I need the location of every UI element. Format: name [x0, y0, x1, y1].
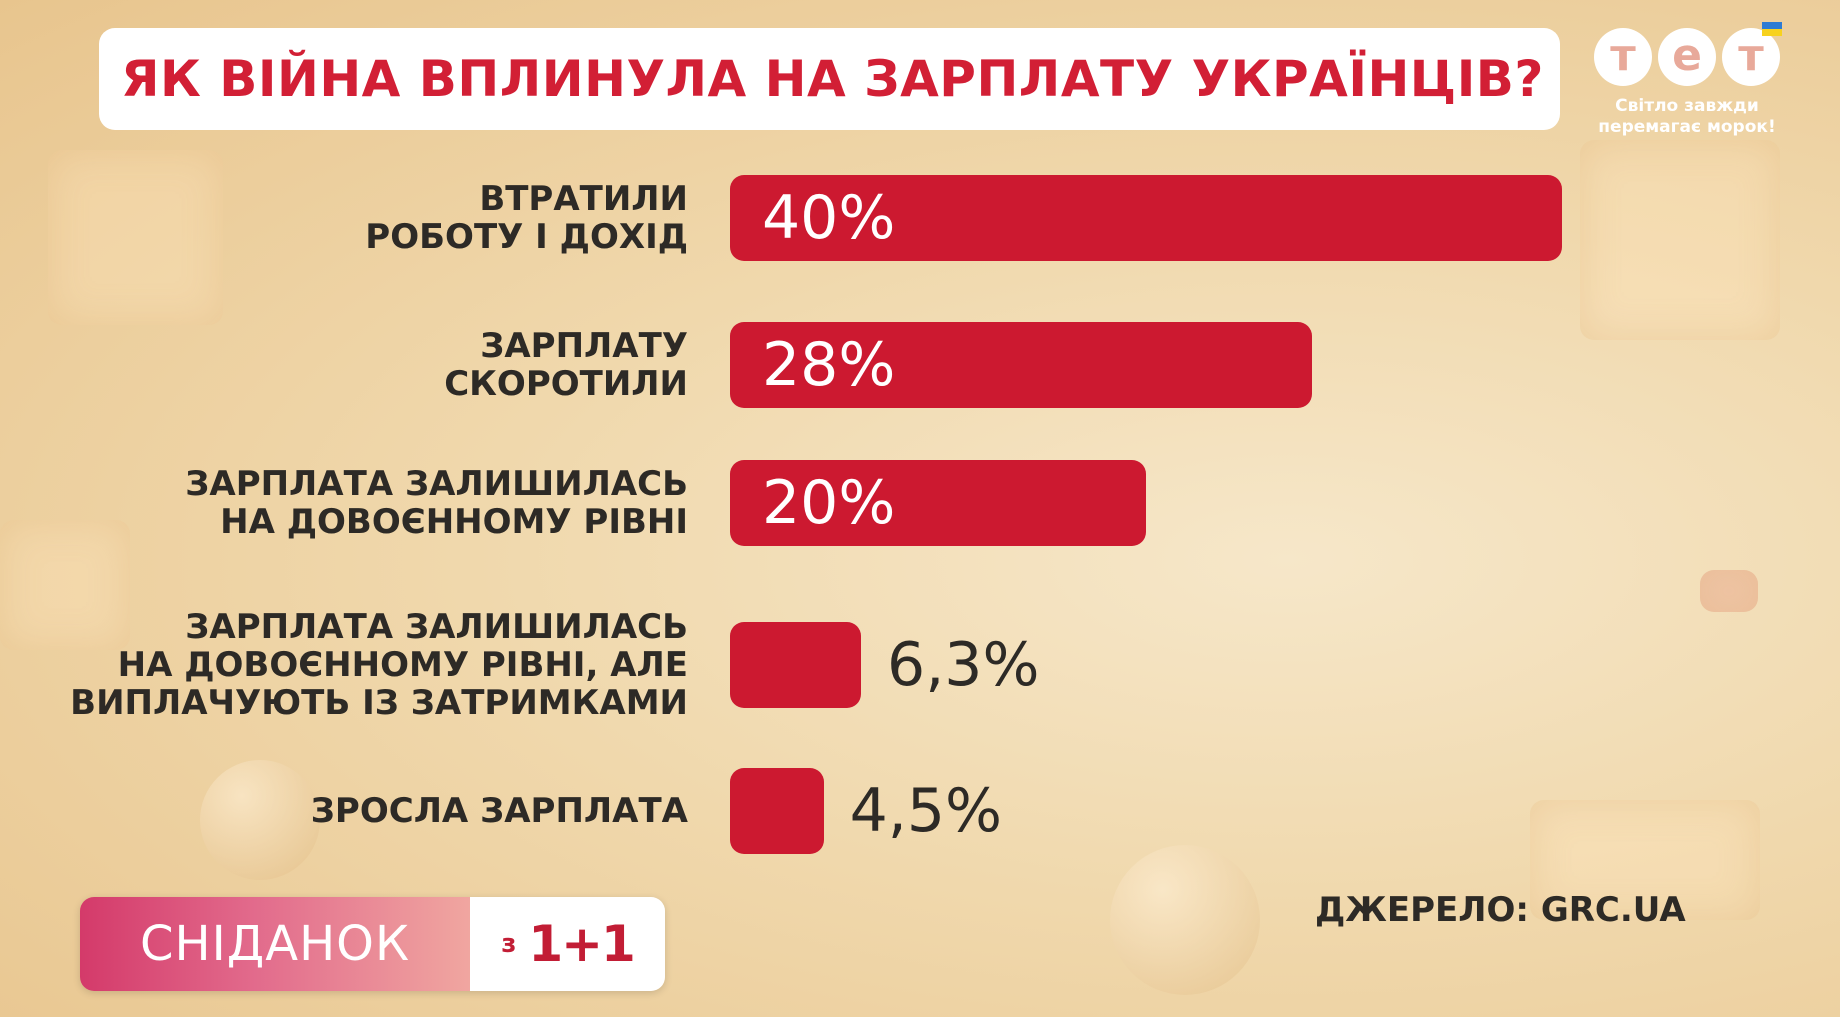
background-shape: [1580, 140, 1780, 340]
category-label: ВТРАТИЛИ РОБОТУ І ДОХІД: [365, 179, 688, 257]
background-shape: [0, 520, 130, 650]
logo-letter: т: [1722, 28, 1780, 86]
ukraine-flag-icon: [1762, 22, 1782, 36]
page-title: ЯК ВІЙНА ВПЛИНУЛА НА ЗАРПЛАТУ УКРАЇНЦІВ?: [121, 50, 1544, 108]
show-brand-badge: СНІДАНОК з 1+1: [80, 897, 665, 991]
brand-preposition: з: [501, 929, 517, 959]
bar: [730, 175, 1562, 261]
show-name-panel: СНІДАНОК: [80, 897, 470, 991]
background-sphere: [200, 760, 320, 880]
channel-panel: з 1+1: [470, 897, 665, 991]
logo-letters: т е т: [1592, 28, 1782, 86]
source-label: ДЖЕРЕЛО: GRC.UA: [1315, 890, 1686, 930]
category-label: ЗАРПЛАТУ СКОРОТИЛИ: [444, 326, 688, 404]
logo-slogan-line: Світло завжди: [1615, 96, 1759, 116]
bar: [730, 460, 1146, 546]
logo-letter: т: [1594, 28, 1652, 86]
show-name: СНІДАНОК: [139, 916, 411, 972]
logo-letter: е: [1658, 28, 1716, 86]
logo-slogan: Світло завжди перемагає морок!: [1592, 96, 1782, 138]
background-shape: [48, 150, 223, 325]
title-banner: ЯК ВІЙНА ВПЛИНУЛА НА ЗАРПЛАТУ УКРАЇНЦІВ?: [99, 28, 1560, 130]
channel-logo: т е т Світло завжди перемагає морок!: [1592, 22, 1782, 148]
channel-name: 1+1: [528, 915, 635, 973]
category-label: ЗАРПЛАТА ЗАЛИШИЛАСЬ НА ДОВОЄННОМУ РІВНІ: [185, 464, 688, 542]
value-label: 28%: [762, 330, 896, 400]
bar: [730, 768, 824, 854]
category-label: ЗАРПЛАТА ЗАЛИШИЛАСЬ НА ДОВОЄННОМУ РІВНІ,…: [70, 607, 688, 723]
background-sphere: [1110, 845, 1260, 995]
bar: [730, 622, 862, 708]
category-label: ЗРОСЛА ЗАРПЛАТА: [310, 791, 688, 831]
background-shape: [1700, 570, 1758, 612]
value-label: 4,5%: [849, 776, 1003, 846]
value-label: 40%: [762, 183, 896, 253]
background-shape: [1530, 800, 1760, 920]
bar: [730, 322, 1313, 408]
value-label: 20%: [762, 468, 896, 538]
logo-slogan-line: перемагає морок!: [1598, 117, 1776, 137]
value-label: 6,3%: [887, 630, 1040, 700]
